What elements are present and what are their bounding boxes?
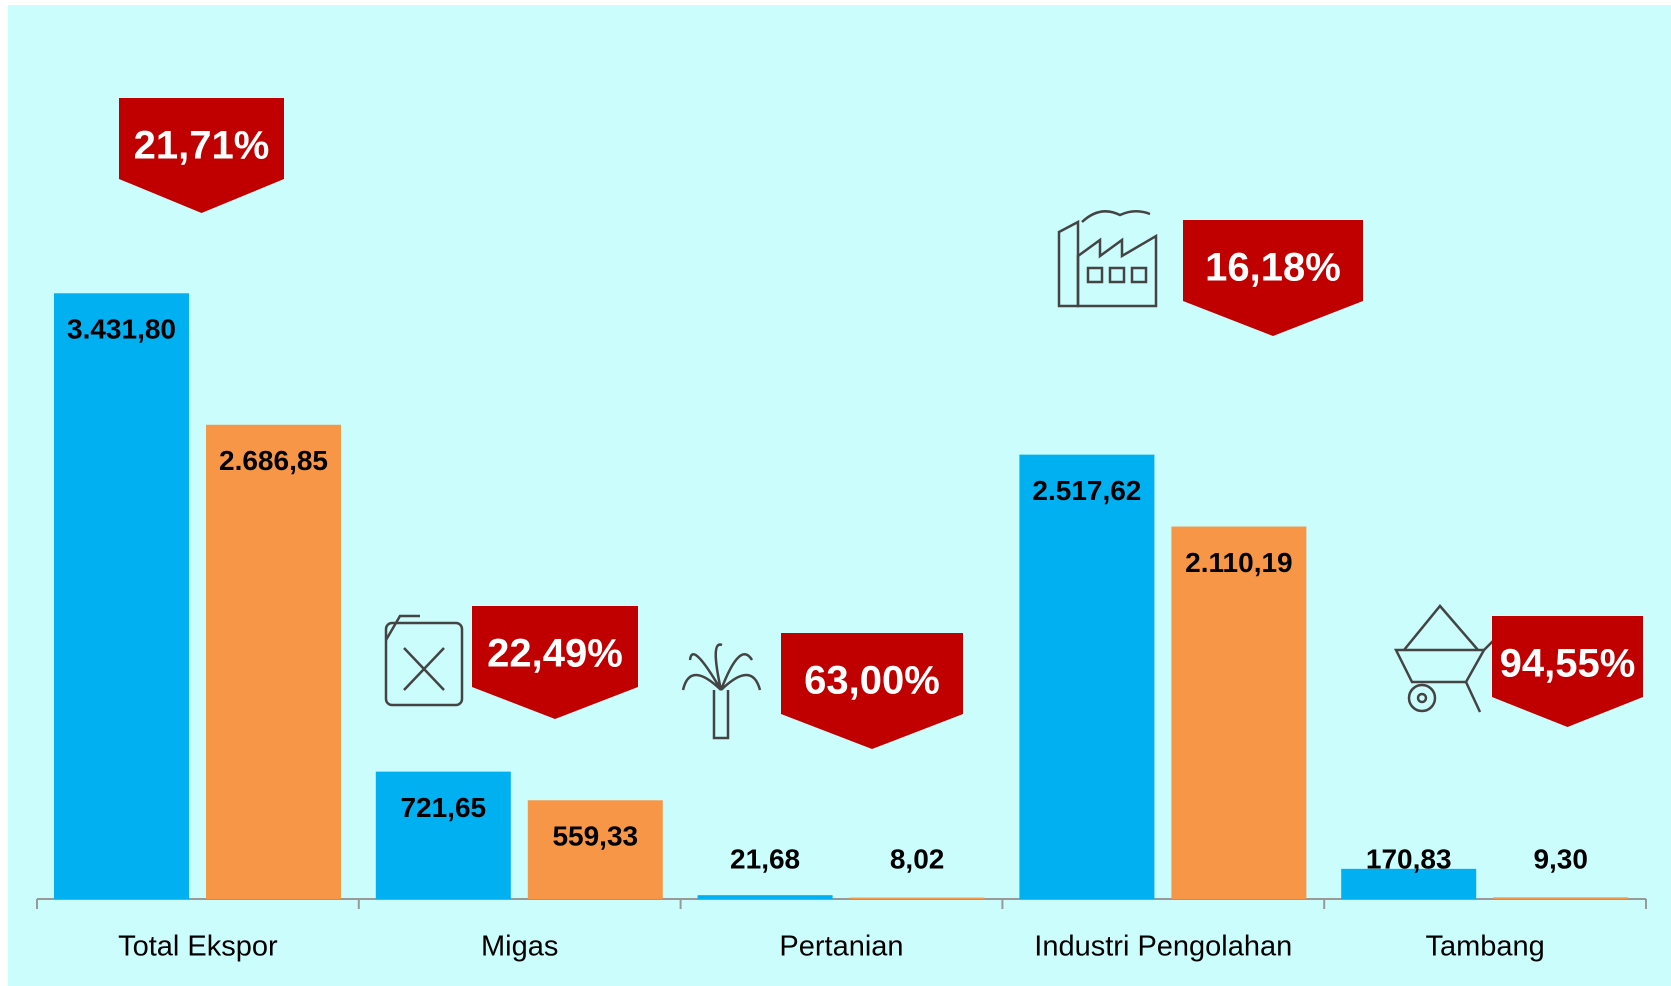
bar [54,293,189,899]
bar [1493,897,1629,899]
bar [1019,454,1155,899]
x-tick-label: Tambang [1425,931,1544,963]
factory-icon [1057,210,1158,308]
value-label: 170,83 [1366,843,1452,874]
callout-badge [472,606,638,719]
value-label: 2.517,62 [1032,475,1141,506]
callout-label: 63,00% [804,659,940,703]
bar [1171,526,1307,899]
value-label: 2.686,85 [219,445,328,476]
bar [1341,868,1477,899]
jerrycan-icon [384,614,464,707]
x-tick-label: Total Ekspor [118,931,278,963]
bar [697,895,833,899]
value-label: 21,68 [730,843,800,874]
callout-label: 21,71% [134,124,270,168]
callout-badge [1183,220,1363,336]
callout-badge [781,633,963,749]
bar [527,800,663,899]
bar [206,424,341,899]
value-label: 559,33 [552,821,638,852]
x-tick-label: Industri Pengolahan [1034,931,1292,963]
value-label: 9,30 [1533,843,1588,874]
callout-label: 16,18% [1205,246,1341,290]
value-label: 2.110,19 [1185,547,1292,578]
callout-badge [1492,616,1643,727]
bar [375,771,511,899]
x-tick-label: Migas [481,931,558,963]
callout-label: 22,49% [487,632,623,676]
palm-icon [681,643,762,740]
wheelbarrow-icon [1393,604,1495,713]
value-label: 8,02 [890,843,945,874]
callout-badge [119,98,284,213]
value-label: 3.431,80 [67,314,176,345]
callout-label: 94,55% [1500,642,1636,686]
x-tick-label: Pertanian [779,931,903,963]
value-label: 721,65 [400,792,486,823]
bar [849,897,985,900]
